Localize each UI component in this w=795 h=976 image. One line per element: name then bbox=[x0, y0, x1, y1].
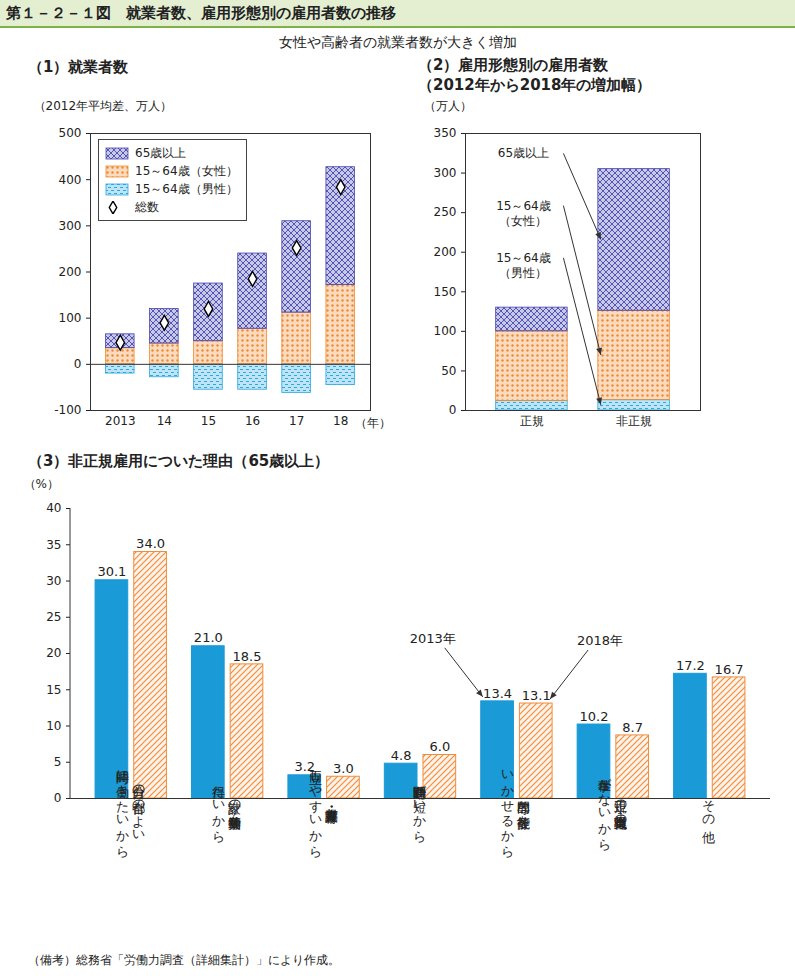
svg-text:20: 20 bbox=[46, 646, 61, 660]
svg-text:（2012年平均差、万人）: （2012年平均差、万人） bbox=[34, 99, 173, 113]
html-text:15～64歳（女性）: 15～64歳（女性） bbox=[135, 163, 238, 178]
svg-text:15～64歳（男性）: 15～64歳（男性） bbox=[496, 251, 551, 280]
svg-text:18.5: 18.5 bbox=[233, 649, 262, 664]
svg-text:300: 300 bbox=[434, 166, 457, 180]
svg-text:100: 100 bbox=[59, 311, 82, 325]
svg-text:5: 5 bbox=[54, 755, 62, 769]
svg-text:200: 200 bbox=[434, 245, 457, 259]
html-text:総数: 総数 bbox=[135, 199, 159, 214]
svg-text:35: 35 bbox=[46, 538, 61, 552]
svg-text:2013: 2013 bbox=[105, 414, 136, 428]
svg-text:200: 200 bbox=[59, 265, 82, 279]
svg-text:17.2: 17.2 bbox=[676, 658, 705, 673]
svg-text:通勤時間が短いから: 通勤時間が短いから bbox=[413, 776, 428, 843]
svg-text:15: 15 bbox=[46, 683, 61, 697]
svg-text:家計の補助・学費等を: 家計の補助・学費等を bbox=[228, 791, 243, 830]
svg-text:30.1: 30.1 bbox=[97, 564, 126, 579]
svg-text:30: 30 bbox=[46, 574, 61, 588]
svg-text:300: 300 bbox=[59, 219, 82, 233]
svg-text:10: 10 bbox=[46, 719, 61, 733]
svg-text:100: 100 bbox=[434, 324, 457, 338]
svg-text:0: 0 bbox=[54, 791, 62, 805]
svg-text:0: 0 bbox=[449, 403, 457, 417]
svg-text:正規の職員・従業員の: 正規の職員・従業員の bbox=[613, 791, 628, 830]
svg-text:8.7: 8.7 bbox=[622, 720, 643, 735]
html-text:（3）非正規雇用についた理由（65歳以上）: （3）非正規雇用についた理由（65歳以上） bbox=[28, 452, 330, 470]
svg-text:いかせるから: いかせるから bbox=[501, 761, 516, 858]
svg-text:34.0: 34.0 bbox=[136, 536, 165, 551]
svg-text:-100: -100 bbox=[54, 403, 81, 417]
svg-text:両立しやすいから: 両立しやすいから bbox=[308, 761, 323, 858]
svg-text:得たいから: 得たいから bbox=[212, 776, 227, 843]
svg-text:15: 15 bbox=[201, 414, 216, 428]
svg-text:自分の都合のよい: 自分の都合のよい bbox=[131, 776, 146, 839]
svg-text:家事・育児・介護等と: 家事・育児・介護等と bbox=[324, 799, 339, 824]
html-text:（備考）総務省「労働力調査（詳細集計）」により作成。: （備考）総務省「労働力調査（詳細集計）」により作成。 bbox=[28, 953, 340, 967]
svg-text:18: 18 bbox=[333, 414, 348, 428]
svg-text:400: 400 bbox=[59, 173, 82, 187]
svg-text:3.2: 3.2 bbox=[294, 759, 316, 775]
html-text:（2）雇用形態別の雇用者数: （2）雇用形態別の雇用者数 bbox=[418, 56, 609, 74]
html-text:女性や高齢者の就業者数が大きく増加: 女性や高齢者の就業者数が大きく増加 bbox=[278, 34, 517, 50]
svg-text:13.4: 13.4 bbox=[483, 686, 512, 701]
svg-text:4.8: 4.8 bbox=[391, 748, 412, 763]
svg-text:21.0: 21.0 bbox=[194, 630, 223, 645]
html-text:65歳以上: 65歳以上 bbox=[135, 145, 187, 160]
svg-text:その他: その他 bbox=[702, 791, 717, 844]
svg-text:50: 50 bbox=[441, 364, 456, 378]
svg-text:250: 250 bbox=[434, 205, 457, 219]
svg-text:13.1: 13.1 bbox=[522, 688, 551, 703]
svg-text:3.0: 3.0 bbox=[333, 761, 354, 776]
html-text:（2012年から2018年の増加幅）: （2012年から2018年の増加幅） bbox=[418, 76, 652, 94]
svg-text:10.2: 10.2 bbox=[580, 709, 609, 724]
svg-text:2013年: 2013年 bbox=[410, 631, 456, 646]
svg-text:（年）: （年） bbox=[355, 416, 391, 430]
svg-text:6.0: 6.0 bbox=[429, 739, 450, 754]
svg-text:350: 350 bbox=[434, 126, 457, 140]
svg-text:25: 25 bbox=[46, 610, 61, 624]
svg-text:14: 14 bbox=[157, 414, 172, 428]
svg-text:2018年: 2018年 bbox=[577, 633, 623, 648]
svg-text:17: 17 bbox=[289, 414, 304, 428]
svg-text:専門的な技能等を: 専門的な技能等を bbox=[517, 791, 532, 830]
html-text:15～64歳（男性）: 15～64歳（男性） bbox=[135, 181, 238, 196]
svg-text:40: 40 bbox=[46, 501, 61, 515]
svg-text:（%）: （%） bbox=[24, 477, 59, 491]
svg-text:正規: 正規 bbox=[520, 414, 544, 428]
svg-text:150: 150 bbox=[434, 285, 457, 299]
svg-text:（万人）: （万人） bbox=[424, 99, 472, 113]
svg-text:16: 16 bbox=[245, 414, 260, 428]
html-text:第１－２－１図 就業者数、雇用形態別の雇用者数の推移: 第１－２－１図 就業者数、雇用形態別の雇用者数の推移 bbox=[6, 4, 396, 22]
svg-text:0: 0 bbox=[74, 357, 82, 371]
svg-text:非正規: 非正規 bbox=[616, 414, 652, 428]
svg-text:500: 500 bbox=[59, 126, 82, 140]
svg-text:65歳以上: 65歳以上 bbox=[498, 146, 549, 160]
svg-text:時間に働きたいから: 時間に働きたいから bbox=[115, 761, 130, 858]
svg-text:仕事がないから: 仕事がないから bbox=[597, 769, 612, 851]
svg-text:15～64歳（女性）: 15～64歳（女性） bbox=[496, 199, 551, 228]
svg-text:16.7: 16.7 bbox=[715, 662, 744, 677]
html-text:（1）就業者数: （1）就業者数 bbox=[28, 58, 129, 76]
